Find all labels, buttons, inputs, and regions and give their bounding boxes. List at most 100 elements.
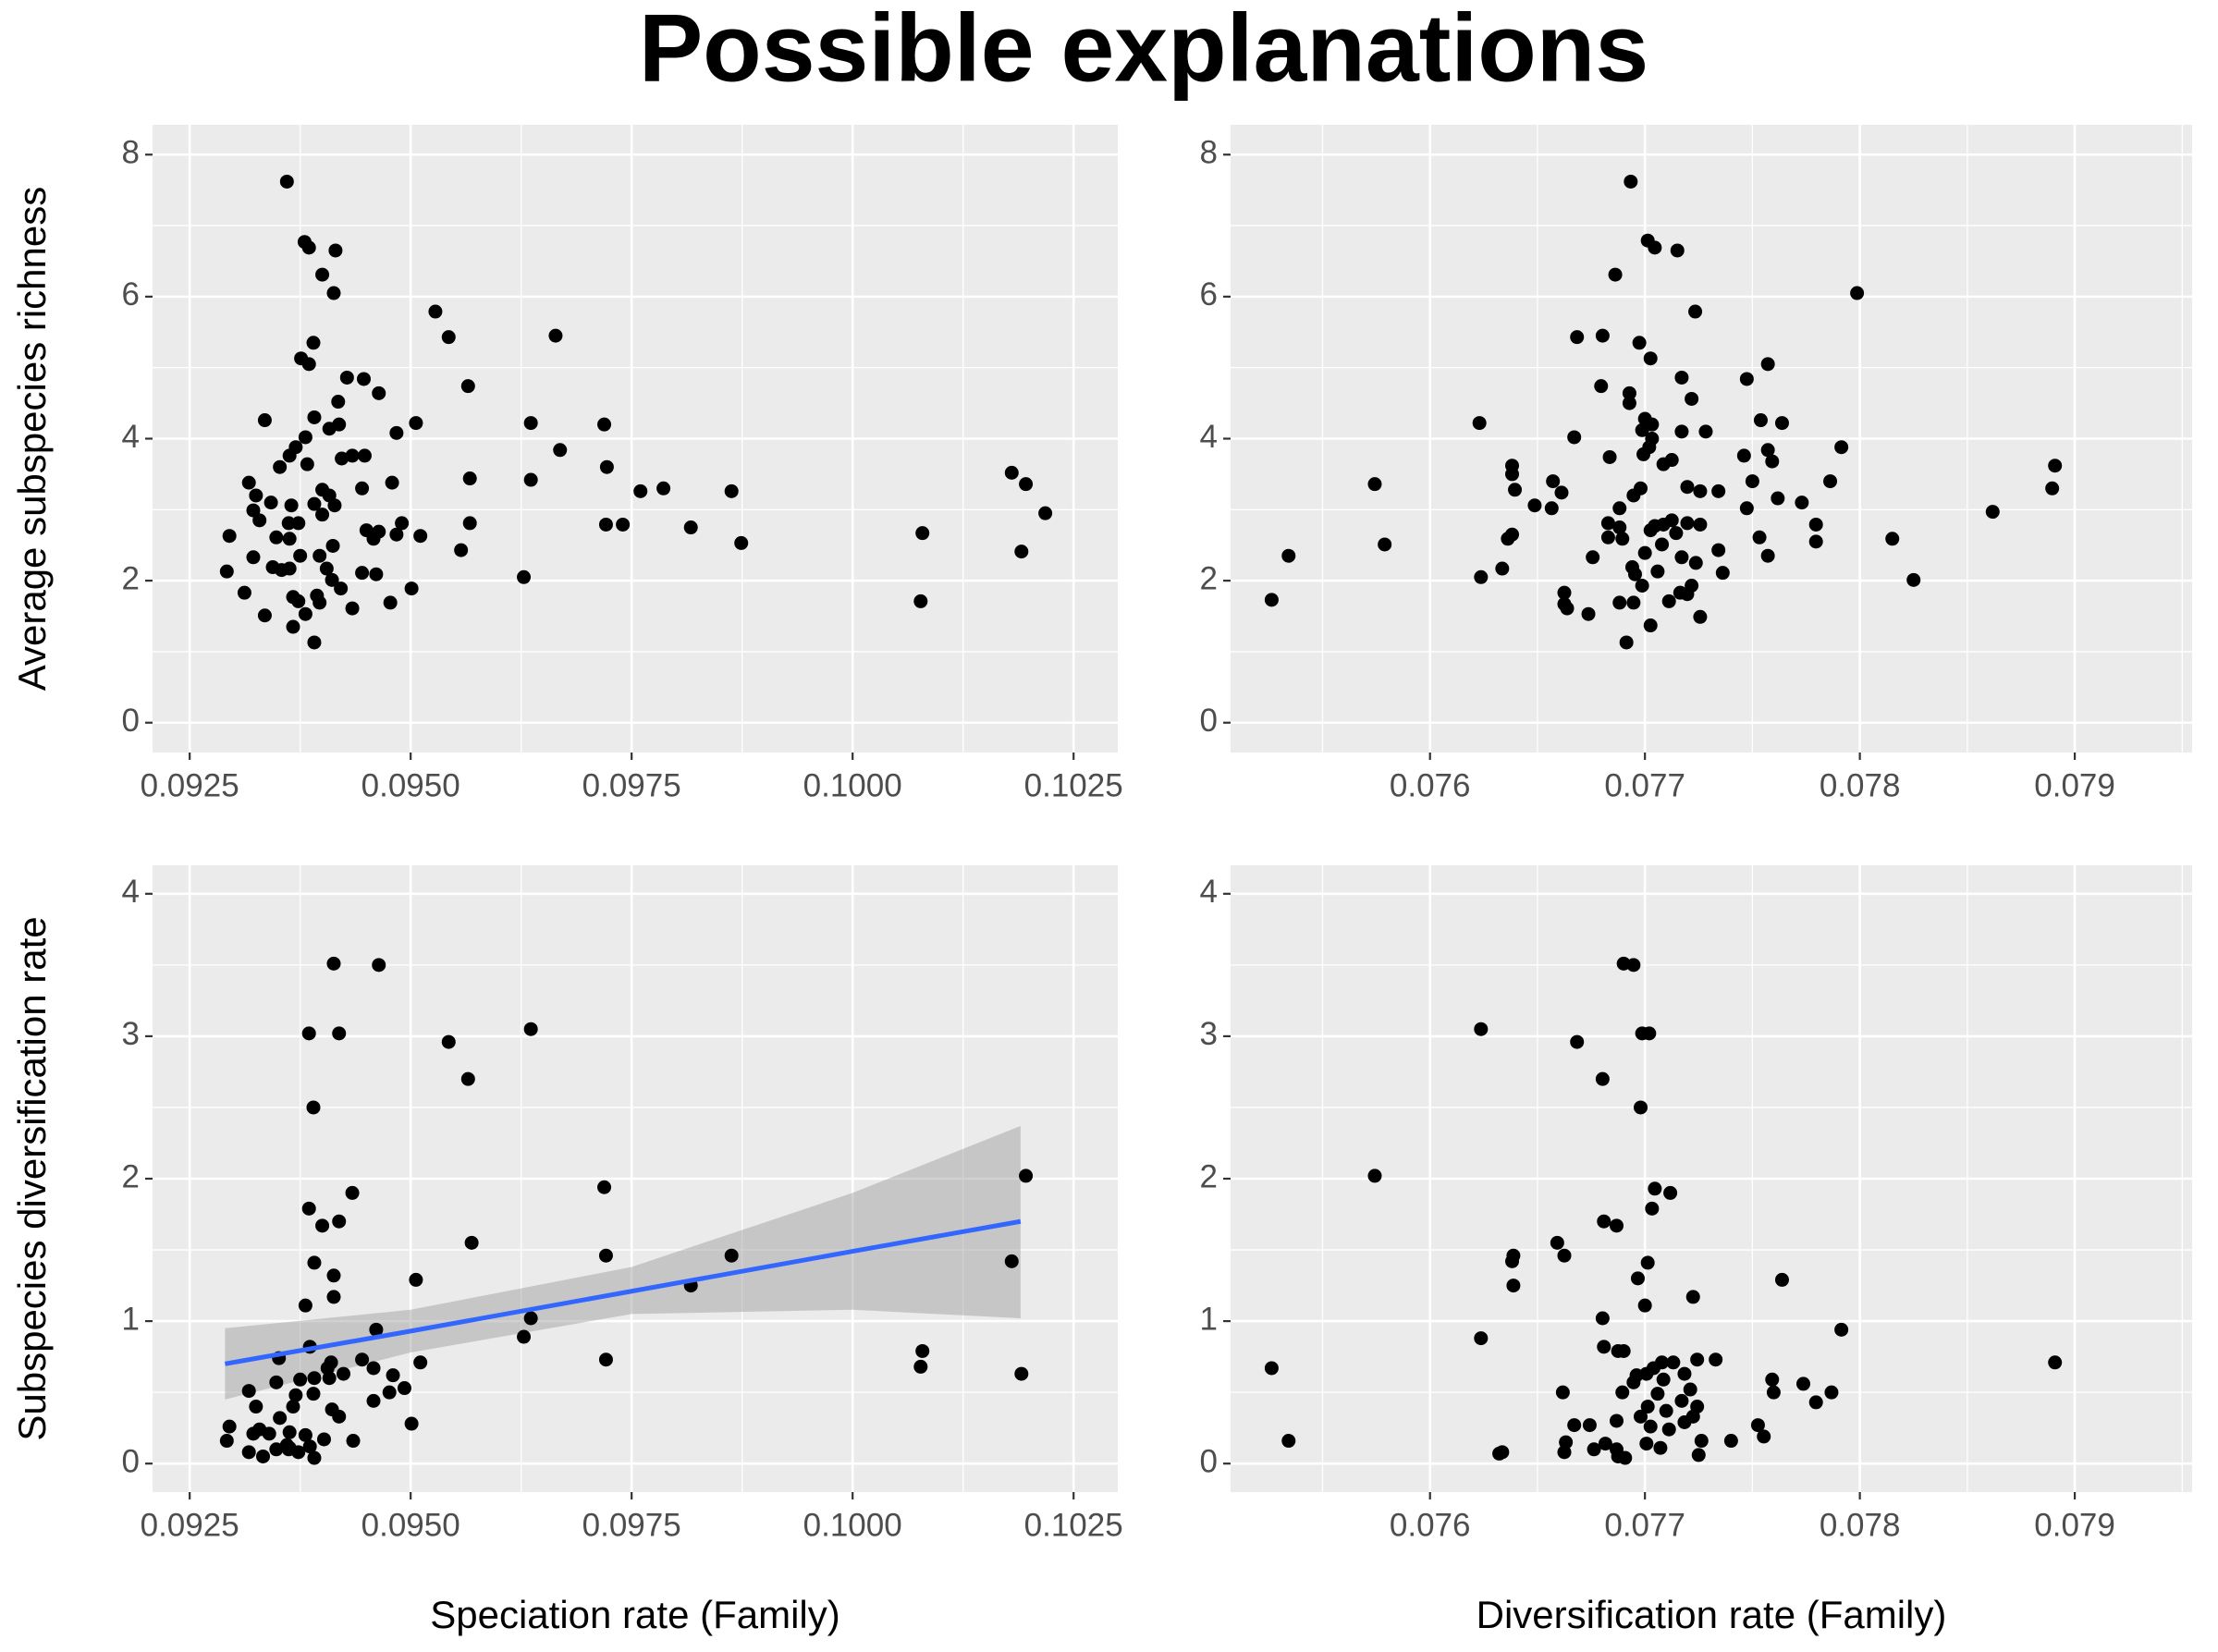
point: [409, 1272, 423, 1287]
point: [273, 459, 288, 474]
point: [306, 336, 321, 350]
point: [1527, 498, 1542, 513]
point: [301, 1026, 316, 1041]
x-tick-label: 0.076: [1390, 1507, 1471, 1543]
point: [1567, 1418, 1582, 1433]
point: [1795, 496, 1809, 510]
point: [389, 425, 404, 440]
point: [282, 561, 297, 576]
point: [316, 1432, 331, 1447]
point: [355, 566, 370, 581]
point: [332, 1214, 347, 1229]
point: [301, 1201, 316, 1216]
point: [517, 1329, 532, 1344]
point: [369, 567, 384, 581]
point: [1736, 448, 1751, 463]
point: [1609, 1218, 1624, 1233]
point: [1711, 543, 1726, 557]
panel: 0 1 2 3 4 0.076 0.077 0.078 0.079 Diversification…: [1200, 865, 2192, 1636]
point: [1677, 1414, 1692, 1429]
point: [1723, 1434, 1738, 1449]
y-tick-label: 8: [1200, 135, 1218, 171]
point: [1506, 1279, 1521, 1293]
y-tick-label: 2: [122, 1158, 140, 1194]
point: [1745, 474, 1759, 489]
point: [269, 530, 284, 545]
point: [326, 1290, 341, 1304]
point: [246, 1426, 261, 1441]
point: [1635, 578, 1649, 593]
point: [356, 372, 371, 386]
point: [355, 481, 370, 496]
point: [1367, 477, 1382, 492]
point: [1595, 328, 1610, 343]
point: [1656, 457, 1671, 471]
point: [326, 286, 341, 300]
point: [372, 385, 386, 400]
y-tick-label: 4: [122, 419, 140, 455]
point: [279, 174, 294, 189]
point: [1615, 1385, 1630, 1400]
point: [1688, 304, 1703, 319]
point: [517, 569, 532, 584]
point: [1281, 548, 1296, 563]
point: [1501, 532, 1515, 546]
point: [1634, 1409, 1648, 1424]
point: [301, 357, 316, 372]
point: [1612, 595, 1627, 610]
point: [1643, 351, 1658, 366]
point: [1626, 958, 1641, 973]
point: [1626, 488, 1641, 503]
point: [1637, 1298, 1652, 1313]
point: [1622, 396, 1636, 410]
point: [241, 475, 256, 490]
point: [1643, 1419, 1658, 1434]
point: [1693, 517, 1708, 532]
point: [2048, 459, 2063, 473]
point: [1281, 1434, 1296, 1449]
point: [1653, 1440, 1668, 1455]
point: [1765, 454, 1780, 469]
point: [598, 1248, 613, 1263]
point: [1715, 566, 1730, 581]
point: [1648, 1181, 1662, 1196]
point: [428, 304, 443, 319]
point: [332, 417, 347, 432]
point: [1656, 1372, 1671, 1387]
point: [306, 1100, 321, 1115]
point: [269, 1442, 284, 1457]
point: [1683, 1382, 1697, 1397]
y-tick-label: 2: [122, 560, 140, 596]
x-tick-label: 0.077: [1604, 1507, 1685, 1543]
point: [553, 443, 568, 458]
point: [263, 496, 278, 510]
y-tick-label: 0: [1200, 1443, 1218, 1479]
point: [1639, 1437, 1654, 1451]
point: [1650, 1387, 1665, 1401]
point: [1557, 1445, 1572, 1460]
point: [1680, 516, 1695, 531]
point: [1635, 422, 1649, 437]
point: [1600, 530, 1615, 545]
point: [1560, 601, 1575, 616]
point: [293, 1372, 308, 1387]
point: [2048, 1355, 2063, 1370]
point: [1626, 595, 1641, 610]
point: [1587, 1442, 1601, 1457]
point: [249, 1400, 263, 1414]
point: [298, 430, 312, 445]
point: [357, 448, 372, 463]
point: [1643, 523, 1658, 538]
point: [1750, 1418, 1765, 1433]
point: [1609, 1413, 1624, 1428]
point: [286, 619, 300, 634]
point: [1824, 1385, 1839, 1400]
point: [334, 581, 349, 596]
point: [1595, 1311, 1610, 1326]
point: [319, 561, 334, 576]
point: [246, 550, 261, 565]
point: [404, 581, 419, 596]
point: [337, 1366, 351, 1381]
point: [369, 1322, 384, 1337]
y-tick-label: 8: [122, 135, 140, 171]
